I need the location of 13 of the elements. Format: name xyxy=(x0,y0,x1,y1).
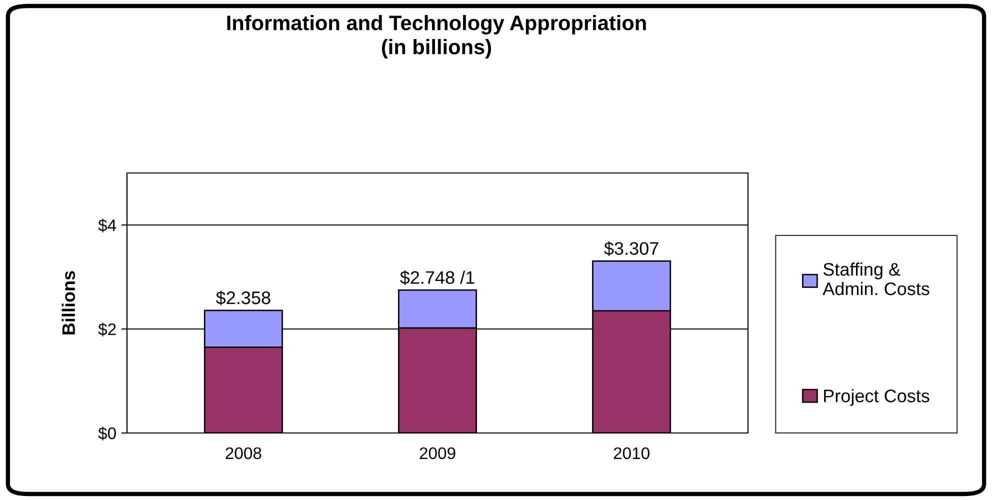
x-tick-label: 2008 xyxy=(226,447,262,460)
total-label: $2.358 xyxy=(216,290,270,306)
y-tick-label: $0 xyxy=(98,426,116,440)
total-label: $3.307 xyxy=(604,241,658,256)
y-tick-label: $2 xyxy=(98,322,116,336)
legend-label: Project Costs xyxy=(824,389,930,406)
total-label: $2.748 /1 xyxy=(400,270,474,286)
y-axis-title: Billions xyxy=(62,271,76,334)
x-tick-label: 2010 xyxy=(614,447,650,460)
chart-title: Information and Technology Appropriation (in billions) xyxy=(227,15,646,58)
x-tick-label: 2009 xyxy=(420,447,456,460)
y-tick-label: $4 xyxy=(98,218,116,232)
legend-label: Staffing & Admin. Costs xyxy=(822,262,930,296)
